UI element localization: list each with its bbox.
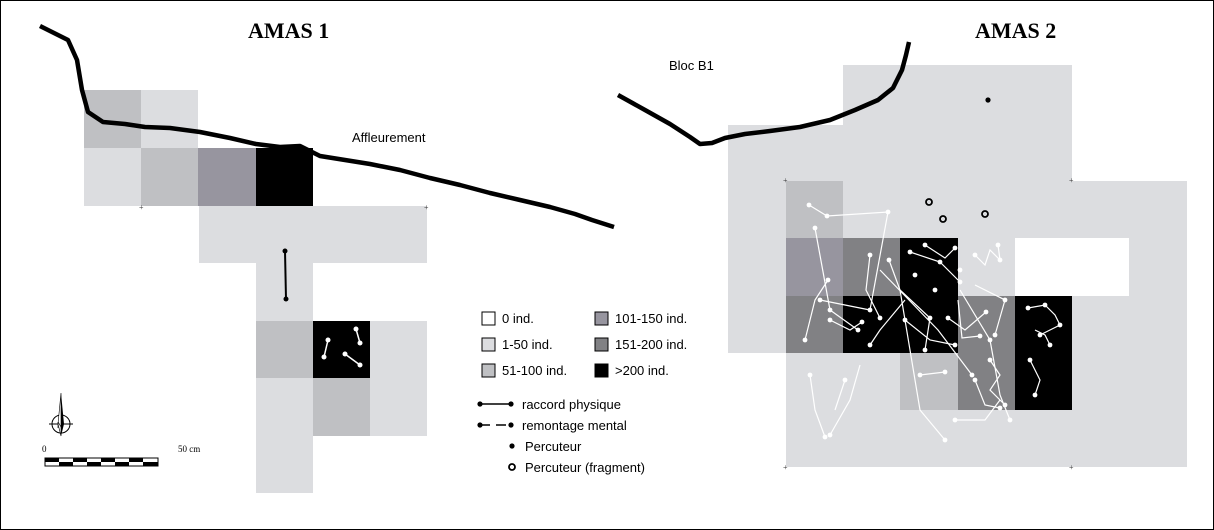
cell [370, 321, 427, 378]
svg-text:+: + [1069, 463, 1074, 472]
svg-text:+: + [783, 463, 788, 472]
cell [1072, 296, 1187, 353]
cell [199, 206, 427, 263]
percuteur-fragment-marker [981, 210, 989, 218]
svg-text:+: + [783, 176, 788, 185]
scale-end: 50 cm [178, 444, 200, 454]
percuteur-marker [985, 97, 991, 103]
legend-101-150: 101-150 ind. [615, 311, 687, 326]
cell [84, 148, 141, 206]
cell [256, 378, 313, 436]
amas2-refit-points [802, 202, 1063, 443]
cell [256, 436, 313, 493]
legend-0: 0 ind. [502, 311, 534, 326]
svg-text:N: N [57, 421, 63, 430]
affleurement-label: Affleurement [352, 130, 426, 145]
north-arrow-icon: N [49, 392, 73, 437]
legend-raccord: raccord physique [522, 397, 621, 412]
cell [1072, 353, 1187, 467]
legend-over-200: >200 ind. [615, 363, 669, 378]
cell [786, 238, 843, 296]
amas2-grid: + + + + [728, 65, 1187, 472]
amas1-title: AMAS 1 [248, 18, 329, 43]
svg-text:+: + [139, 203, 144, 212]
percuteur-fragment-marker [939, 215, 947, 223]
cell [958, 353, 1015, 410]
bloc-b1-line [616, 41, 912, 147]
cell [786, 296, 843, 353]
cell [313, 378, 370, 436]
legend-percuteur: Percuteur [525, 439, 582, 454]
amas1-refits [282, 248, 363, 368]
legend: 0 ind. 1-50 ind. 51-100 ind. 101-150 ind… [477, 311, 687, 475]
scale-start: 0 [42, 444, 47, 454]
cell [1129, 238, 1187, 296]
cell [900, 353, 958, 410]
legend-percuteur-fragment: Percuteur (fragment) [525, 460, 645, 475]
legend-1-50: 1-50 ind. [502, 337, 553, 352]
amas2-title: AMAS 2 [975, 18, 1056, 43]
cell [728, 238, 786, 353]
legend-51-100: 51-100 ind. [502, 363, 567, 378]
cell [786, 410, 1072, 467]
cell [313, 321, 370, 378]
outcrop-line [38, 23, 615, 230]
cell [370, 378, 427, 436]
legend-remontage: remontage mental [522, 418, 627, 433]
cell [198, 148, 256, 206]
svg-text:+: + [1069, 176, 1074, 185]
cell [843, 238, 900, 296]
cell [256, 321, 313, 378]
cell [256, 148, 313, 206]
cell [141, 148, 198, 206]
svg-text:+: + [424, 203, 429, 212]
cell [1015, 238, 1129, 296]
cell [958, 296, 1015, 353]
cell [84, 90, 141, 148]
bloc-b1-label: Bloc B1 [669, 58, 714, 73]
percuteur-fragment-marker [925, 198, 933, 206]
amas1-grid: + + [84, 90, 429, 493]
scale-bar: 0 50 cm [42, 444, 200, 467]
cell [1015, 353, 1072, 410]
cell [728, 125, 1072, 181]
cell [900, 238, 958, 296]
cell [958, 238, 1015, 296]
cell [141, 90, 198, 148]
cell [843, 65, 1072, 125]
legend-151-200: 151-200 ind. [615, 337, 687, 352]
